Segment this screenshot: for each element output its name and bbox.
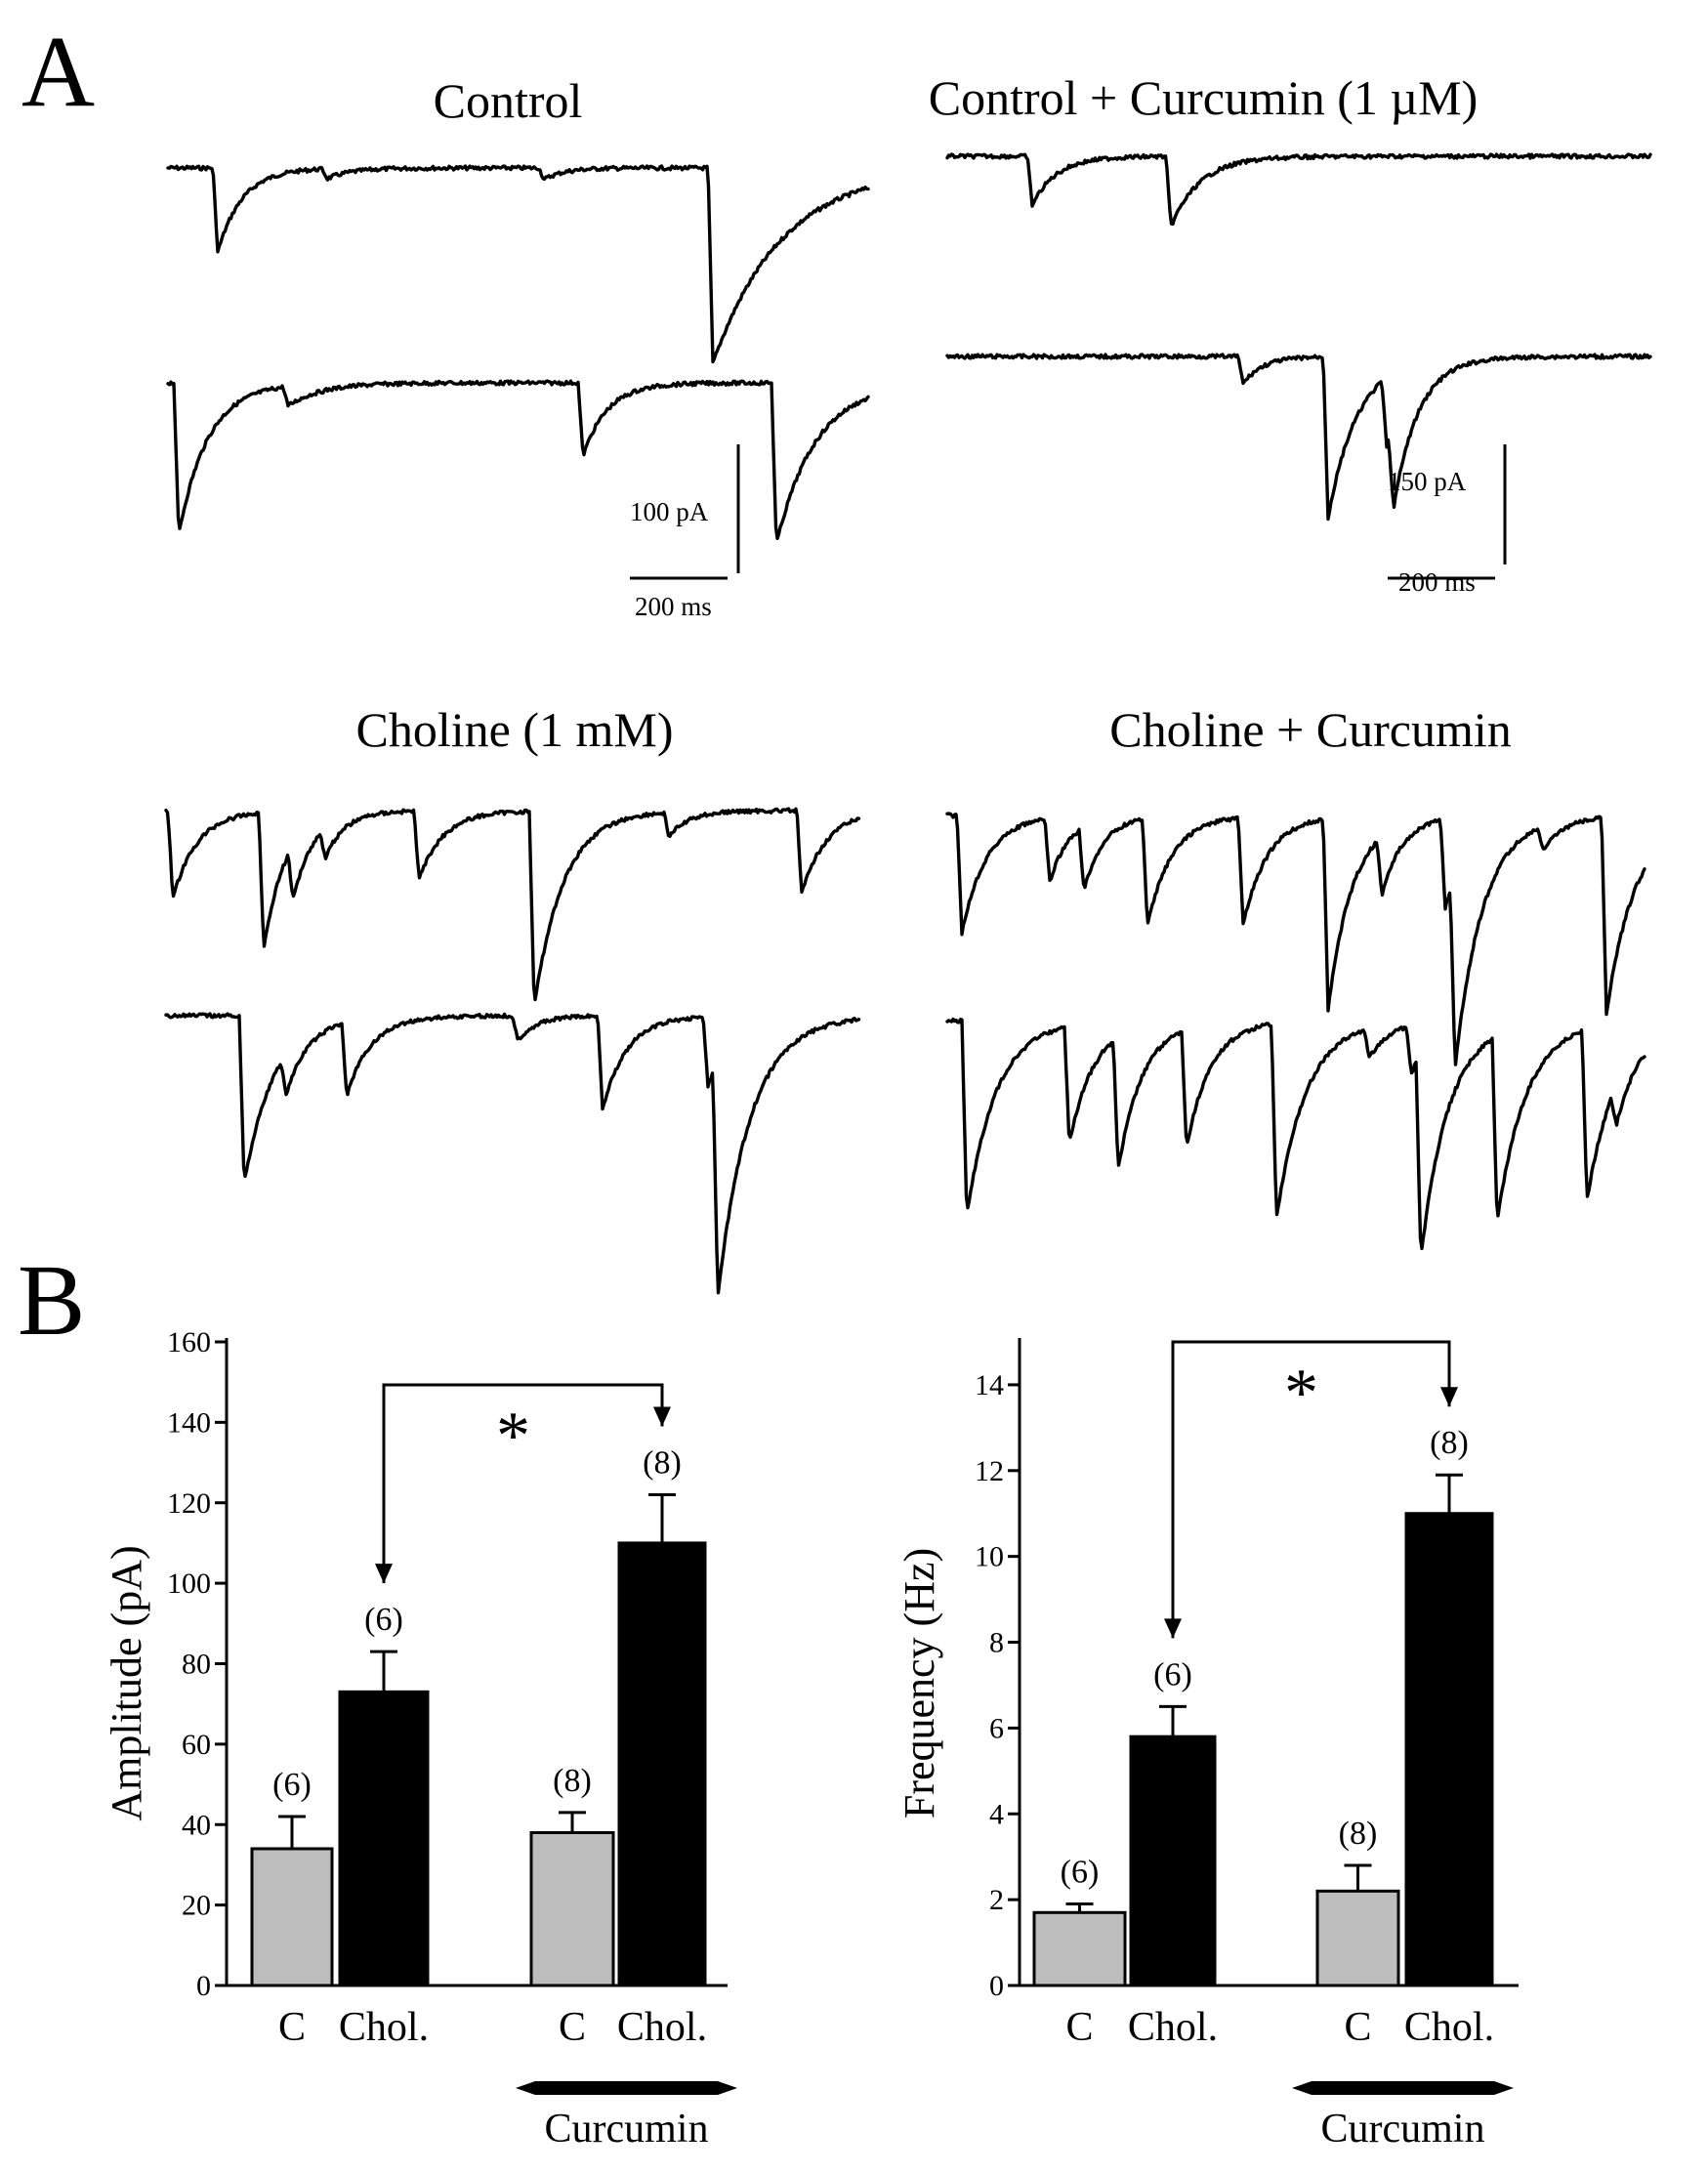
group-bar [1292,2081,1514,2095]
n-label: (8) [643,1445,682,1482]
arrow-head [1164,1618,1182,1639]
significance-bracket [1171,1340,1451,1639]
scale-bar-left-current-label: 100 pA [630,497,709,526]
y-tick-label: 120 [167,1487,211,1520]
current-traces [164,152,1652,1295]
bar [1129,1734,1217,1987]
frequency-bar-chart: 0 2 4 6 8 10 12 14 Frequency (Hz) (6) C (6) Chol. (8)… [896,1338,1519,2152]
y-tick-label: 12 [975,1455,1004,1487]
category-label: Chol. [339,2005,429,2050]
scale-bar-left: 100 pA 200 ms [630,444,740,621]
y-tick-label: 14 [975,1369,1004,1401]
arrow-head [375,1564,393,1584]
bar [529,1830,615,1987]
significance-star: * [496,1399,530,1474]
trace-choline-curcumin-1 [945,812,1646,1066]
bar [338,1690,430,1987]
bar [617,1541,707,1987]
n-label: (8) [1339,1816,1378,1852]
trace-control-curcumin-1 [945,152,1652,227]
panel-label-b: B [18,1244,85,1357]
category-label: C [559,2005,586,2050]
trace-title-control: Control [434,73,583,128]
y-tick-label: 40 [182,1809,211,1841]
group-label: Curcumin [545,2107,709,2152]
trace-control-1 [166,164,870,364]
category-label: C [1344,2005,1371,2050]
group-bar [516,2081,737,2095]
category-label: Chol. [617,2005,707,2050]
y-tick-label: 8 [989,1627,1004,1659]
trace-title-choline: Choline (1 mM) [356,702,674,757]
y-axis-label: Frequency (Hz) [896,1548,943,1818]
scale-bar-right-time-label: 200 ms [1398,567,1476,597]
arrow-head [653,1406,671,1427]
y-tick-label: 80 [182,1649,211,1681]
bar [250,1847,334,1987]
trace-control-curcumin-2 [945,353,1652,522]
trace-title-choline-curcumin: Choline + Curcumin [1109,702,1512,757]
amplitude-bar-chart: 0 20 40 60 80 100 120 140 160 Amplitude (pA) (6) C (… [103,1326,737,2152]
scale-bar-right: 150 pA 200 ms [1388,444,1507,597]
category-label: Chol. [1128,2005,1218,2050]
significance-bracket [382,1383,664,1584]
n-label: (6) [272,1767,312,1803]
n-label: (8) [553,1763,592,1799]
scale-bar-left-time-label: 200 ms [635,592,712,621]
n-label: (6) [1061,1855,1100,1891]
y-tick-label: 20 [182,1890,211,1922]
y-tick-label: 0 [989,1970,1004,2002]
trace-choline-2 [164,1012,861,1295]
y-axis-label: Amplitude (pA) [103,1545,150,1820]
y-tick-label: 60 [182,1729,211,1761]
y-tick-label: 4 [989,1798,1004,1830]
bar [1032,1910,1127,1987]
category-label: C [1065,2005,1093,2050]
trace-choline-curcumin-2 [945,1017,1646,1251]
significance-star: * [1284,1356,1318,1431]
trace-choline-1 [164,807,861,1002]
y-tick-label: 6 [989,1712,1004,1744]
trace-title-control-curcumin: Control + Curcumin (1 µM) [929,70,1479,125]
y-tick-label: 140 [167,1406,211,1439]
panel-label-a: A [21,16,95,128]
category-label: C [278,2005,306,2050]
y-tick-label: 160 [167,1326,211,1358]
category-label: Chol. [1404,2005,1494,2050]
bar [1315,1889,1400,1987]
y-tick-label: 100 [167,1567,211,1600]
n-label: (8) [1430,1425,1469,1461]
scale-bar-right-current-label: 150 pA [1388,467,1467,496]
n-label: (6) [364,1602,403,1638]
y-tick-label: 2 [989,1884,1004,1916]
y-tick-label: 0 [196,1970,211,2002]
trace-control-2 [166,379,870,540]
n-label: (6) [1153,1656,1192,1692]
group-label: Curcumin [1321,2107,1485,2152]
arrow-head [1440,1387,1458,1407]
bar [1404,1512,1494,1987]
y-tick-label: 10 [975,1541,1004,1573]
